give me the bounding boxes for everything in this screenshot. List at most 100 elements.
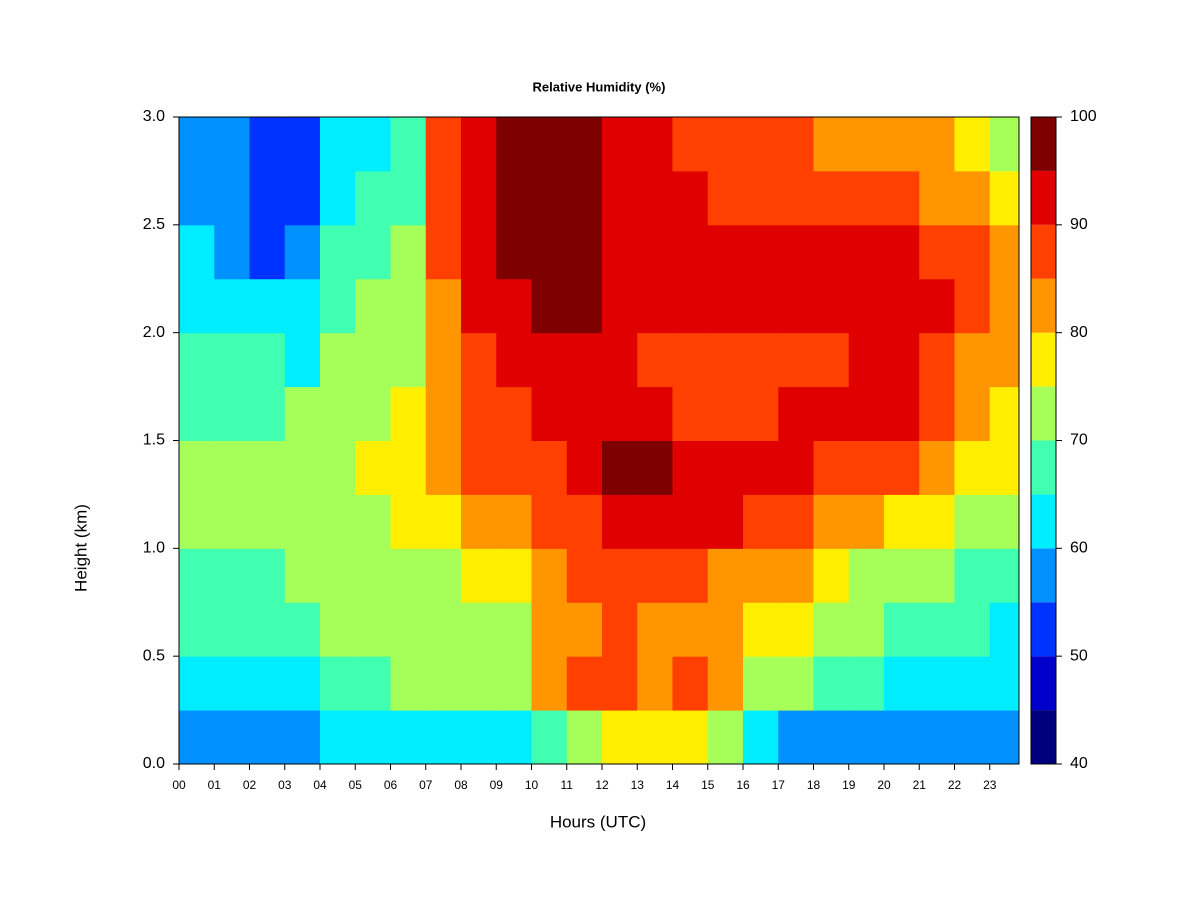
heat-cell	[179, 386, 215, 441]
heat-cell	[707, 224, 744, 280]
heat-cell	[883, 548, 920, 603]
heat-cell	[601, 656, 638, 711]
heat-cell	[919, 548, 955, 603]
colorbar-swatch	[1031, 656, 1056, 711]
heat-cell	[601, 278, 638, 334]
heat-cell	[425, 656, 462, 711]
heat-cell	[742, 440, 779, 495]
heat-cell	[742, 710, 779, 765]
heat-cell	[496, 710, 532, 765]
heat-cell	[707, 494, 744, 549]
x-tick-label: 22	[948, 778, 962, 792]
heat-cell	[249, 332, 286, 388]
colorbar-tick-label: 70	[1070, 432, 1088, 449]
x-tick-label: 16	[736, 778, 750, 792]
x-tick-label: 17	[772, 778, 786, 792]
x-tick-label: 19	[842, 778, 856, 792]
heat-cell	[989, 494, 1020, 549]
heat-cell	[672, 548, 709, 603]
heat-cell	[355, 278, 391, 334]
heat-cell	[496, 602, 532, 657]
heat-cell	[883, 278, 920, 334]
heat-cell	[672, 494, 709, 549]
heat-cell	[179, 170, 215, 226]
heat-cell	[284, 278, 321, 334]
heat-cell	[848, 386, 885, 441]
y-tick-label: 2.5	[143, 216, 165, 233]
heat-cell	[284, 386, 321, 441]
colorbar-swatch	[1031, 332, 1056, 387]
chart-title: Relative Humidity (%)	[533, 79, 666, 94]
heat-cell	[742, 278, 779, 334]
heat-cell	[813, 170, 850, 226]
heat-cell	[179, 117, 215, 172]
heat-cell	[707, 602, 744, 657]
heat-cell	[954, 548, 991, 603]
heat-cell	[214, 386, 250, 441]
heat-cell	[214, 656, 250, 711]
heat-cell	[390, 386, 427, 441]
y-tick-label: 3.0	[143, 108, 165, 125]
heat-cell	[355, 440, 391, 495]
heat-cell	[284, 440, 321, 495]
heat-cell	[566, 440, 603, 495]
y-tick-label: 1.5	[143, 432, 165, 449]
heat-cell	[637, 656, 673, 711]
heat-cell	[954, 117, 991, 172]
heat-cell	[637, 710, 673, 765]
x-tick-label: 15	[701, 778, 715, 792]
heat-cell	[319, 602, 356, 657]
heat-cell	[989, 117, 1020, 172]
heat-cell	[355, 224, 391, 280]
heat-cell	[214, 117, 250, 172]
heat-cell	[319, 224, 356, 280]
heat-cell	[319, 332, 356, 388]
colorbar-swatch	[1031, 440, 1056, 495]
heat-cell	[460, 278, 497, 334]
heat-cell	[355, 548, 391, 603]
heat-cell	[214, 278, 250, 334]
heat-cell	[954, 224, 991, 280]
heat-cell	[672, 602, 709, 657]
heat-cell	[601, 548, 638, 603]
heat-cell	[390, 332, 427, 388]
heat-cell	[919, 224, 955, 280]
heat-cell	[179, 494, 215, 549]
x-tick-label: 10	[525, 778, 539, 792]
heat-cell	[637, 494, 673, 549]
heat-cell	[390, 170, 427, 226]
heat-cell	[496, 170, 532, 226]
heat-cell	[919, 656, 955, 711]
x-tick-label: 21	[913, 778, 927, 792]
y-tick-label: 0.5	[143, 647, 165, 664]
heat-cell	[566, 710, 603, 765]
heat-cell	[249, 440, 286, 495]
heat-cell	[778, 710, 814, 765]
heat-cell	[601, 117, 638, 172]
heat-cell	[813, 548, 850, 603]
heat-cell	[355, 710, 391, 765]
heat-cell	[531, 710, 568, 765]
colorbar-tick-label: 80	[1070, 324, 1088, 341]
heat-cell	[989, 656, 1020, 711]
heat-cell	[848, 710, 885, 765]
heat-cell	[601, 332, 638, 388]
heat-cell	[813, 710, 850, 765]
x-tick-label: 23	[983, 778, 997, 792]
heat-cell	[637, 602, 673, 657]
heat-cell	[460, 602, 497, 657]
heat-cell	[425, 602, 462, 657]
heat-cell	[355, 170, 391, 226]
heat-cell	[672, 386, 709, 441]
heat-cell	[249, 278, 286, 334]
heat-cell	[284, 710, 321, 765]
x-tick-label: 07	[419, 778, 433, 792]
heat-cell	[954, 656, 991, 711]
heat-cell	[179, 224, 215, 280]
heat-cell	[637, 224, 673, 280]
heat-cell	[425, 117, 462, 172]
heat-cell	[813, 656, 850, 711]
heat-cell	[637, 332, 673, 388]
heat-cell	[390, 440, 427, 495]
heat-cell	[954, 386, 991, 441]
